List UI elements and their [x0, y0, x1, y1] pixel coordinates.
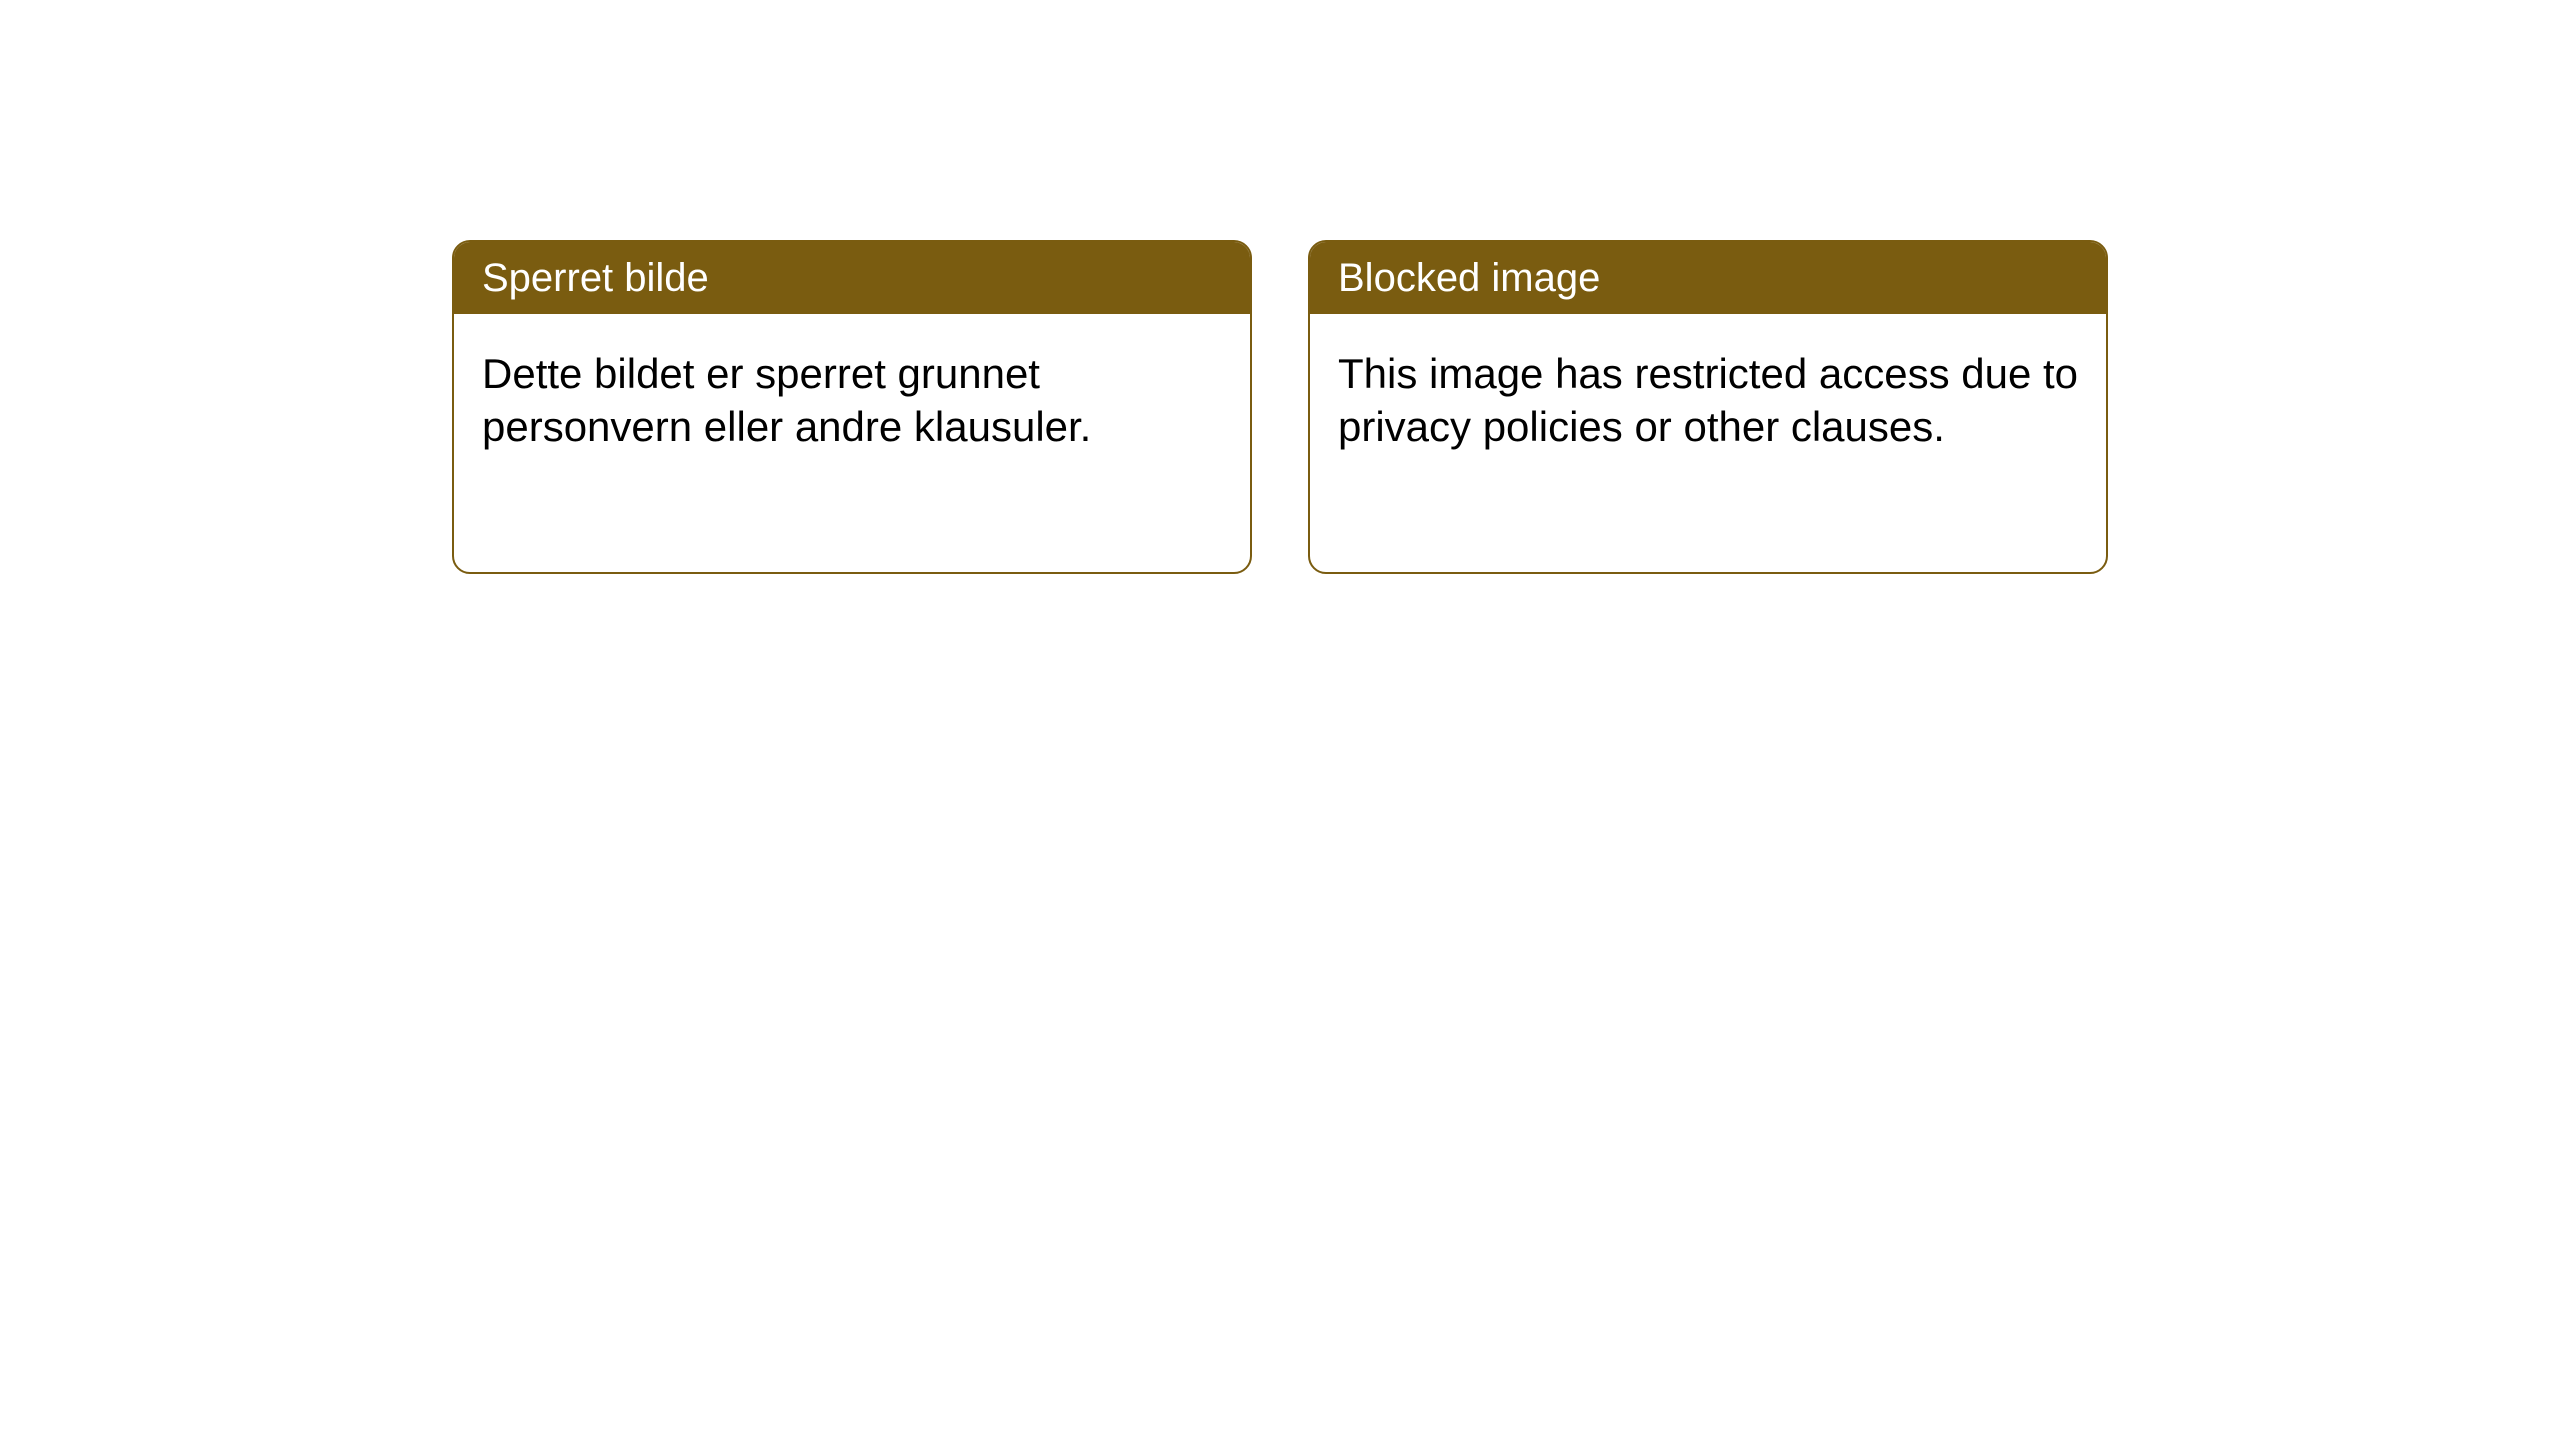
card-title: Sperret bilde	[482, 256, 709, 300]
card-body: Dette bildet er sperret grunnet personve…	[454, 314, 1250, 487]
card-body: This image has restricted access due to …	[1310, 314, 2106, 487]
notice-cards-container: Sperret bilde Dette bildet er sperret gr…	[452, 240, 2108, 574]
notice-card-english: Blocked image This image has restricted …	[1308, 240, 2108, 574]
card-header: Sperret bilde	[454, 242, 1250, 314]
card-body-text: Dette bildet er sperret grunnet personve…	[482, 350, 1091, 450]
notice-card-norwegian: Sperret bilde Dette bildet er sperret gr…	[452, 240, 1252, 574]
card-title: Blocked image	[1338, 256, 1600, 300]
card-body-text: This image has restricted access due to …	[1338, 350, 2078, 450]
card-header: Blocked image	[1310, 242, 2106, 314]
